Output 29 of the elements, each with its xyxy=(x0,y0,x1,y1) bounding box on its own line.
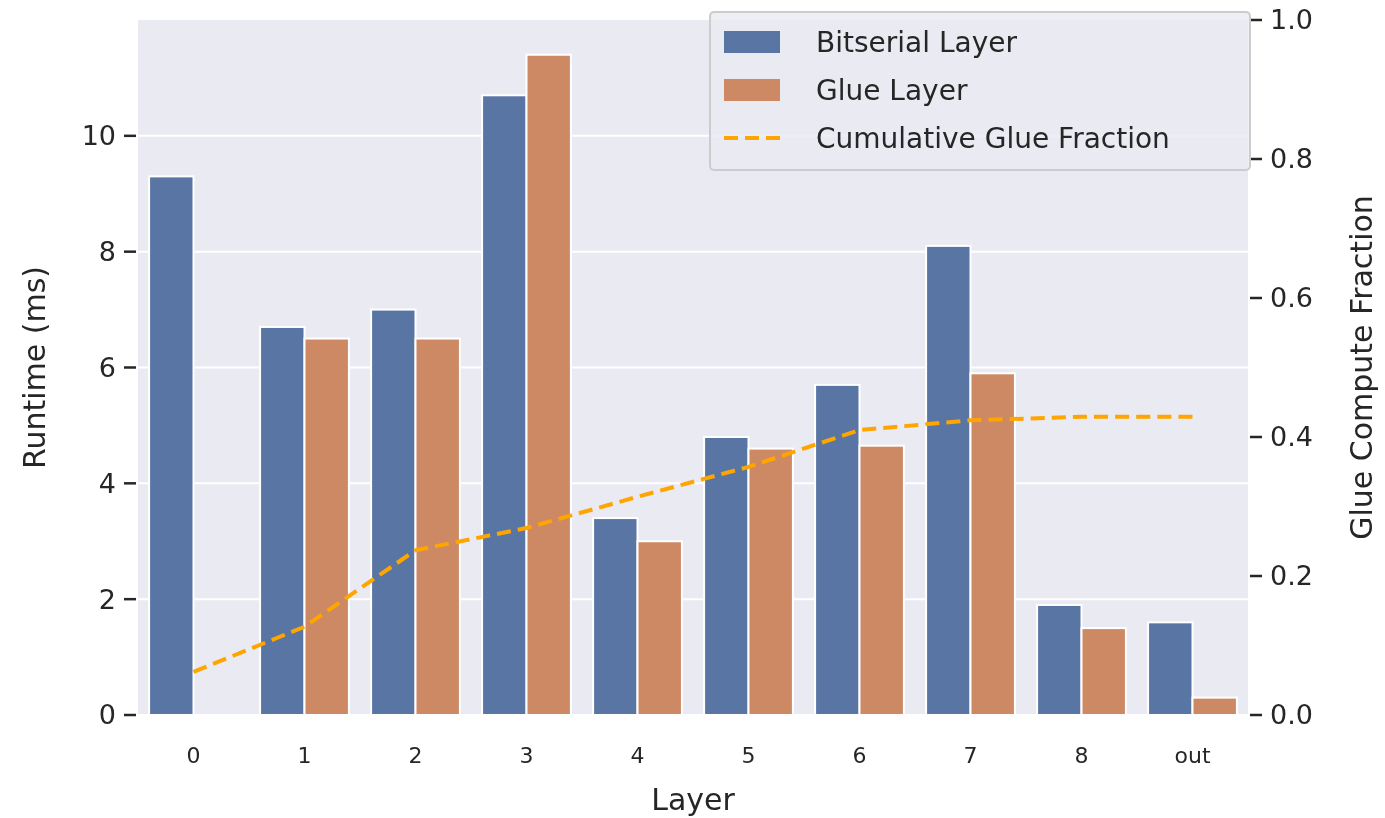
x-tick-label: 7 xyxy=(963,743,978,768)
x-tick-label: 4 xyxy=(630,743,645,768)
y2-tick-label: 0.6 xyxy=(1270,282,1313,314)
y-tick-label: 10 xyxy=(81,120,116,152)
y2-tick-label: 0.0 xyxy=(1270,699,1313,731)
x-tick-label: 2 xyxy=(408,743,423,768)
y-tick-label: 4 xyxy=(98,467,116,499)
y-tick-label: 6 xyxy=(98,351,116,383)
x-tick-label: out xyxy=(1174,743,1211,768)
y-axis-title: Runtime (ms) xyxy=(17,265,52,470)
x-axis-title: Layer xyxy=(651,782,736,817)
y2-axis-title: Glue Compute Fraction xyxy=(1344,195,1379,540)
y2-tick-label: 0.8 xyxy=(1270,143,1313,175)
x-tick-label: 8 xyxy=(1074,743,1089,768)
legend-label: Bitserial Layer xyxy=(816,25,1018,59)
x-tick-label: 5 xyxy=(741,743,756,768)
y-tick-label: 0 xyxy=(98,699,116,731)
y-tick-label: 2 xyxy=(98,583,116,615)
y-tick-label: 8 xyxy=(98,236,116,268)
line-series xyxy=(191,414,1195,674)
y2-tick-label: 0.2 xyxy=(1270,560,1313,592)
y2-tick-label: 1.0 xyxy=(1270,4,1313,36)
y2-tick-label: 0.4 xyxy=(1270,421,1313,453)
x-tick-label: 6 xyxy=(852,743,867,768)
legend-label: Glue Layer xyxy=(816,73,968,107)
x-tick-label: 3 xyxy=(519,743,534,768)
x-tick-label: 1 xyxy=(297,743,312,768)
x-tick-label: 0 xyxy=(186,743,201,768)
legend-label: Cumulative Glue Fraction xyxy=(816,121,1170,155)
